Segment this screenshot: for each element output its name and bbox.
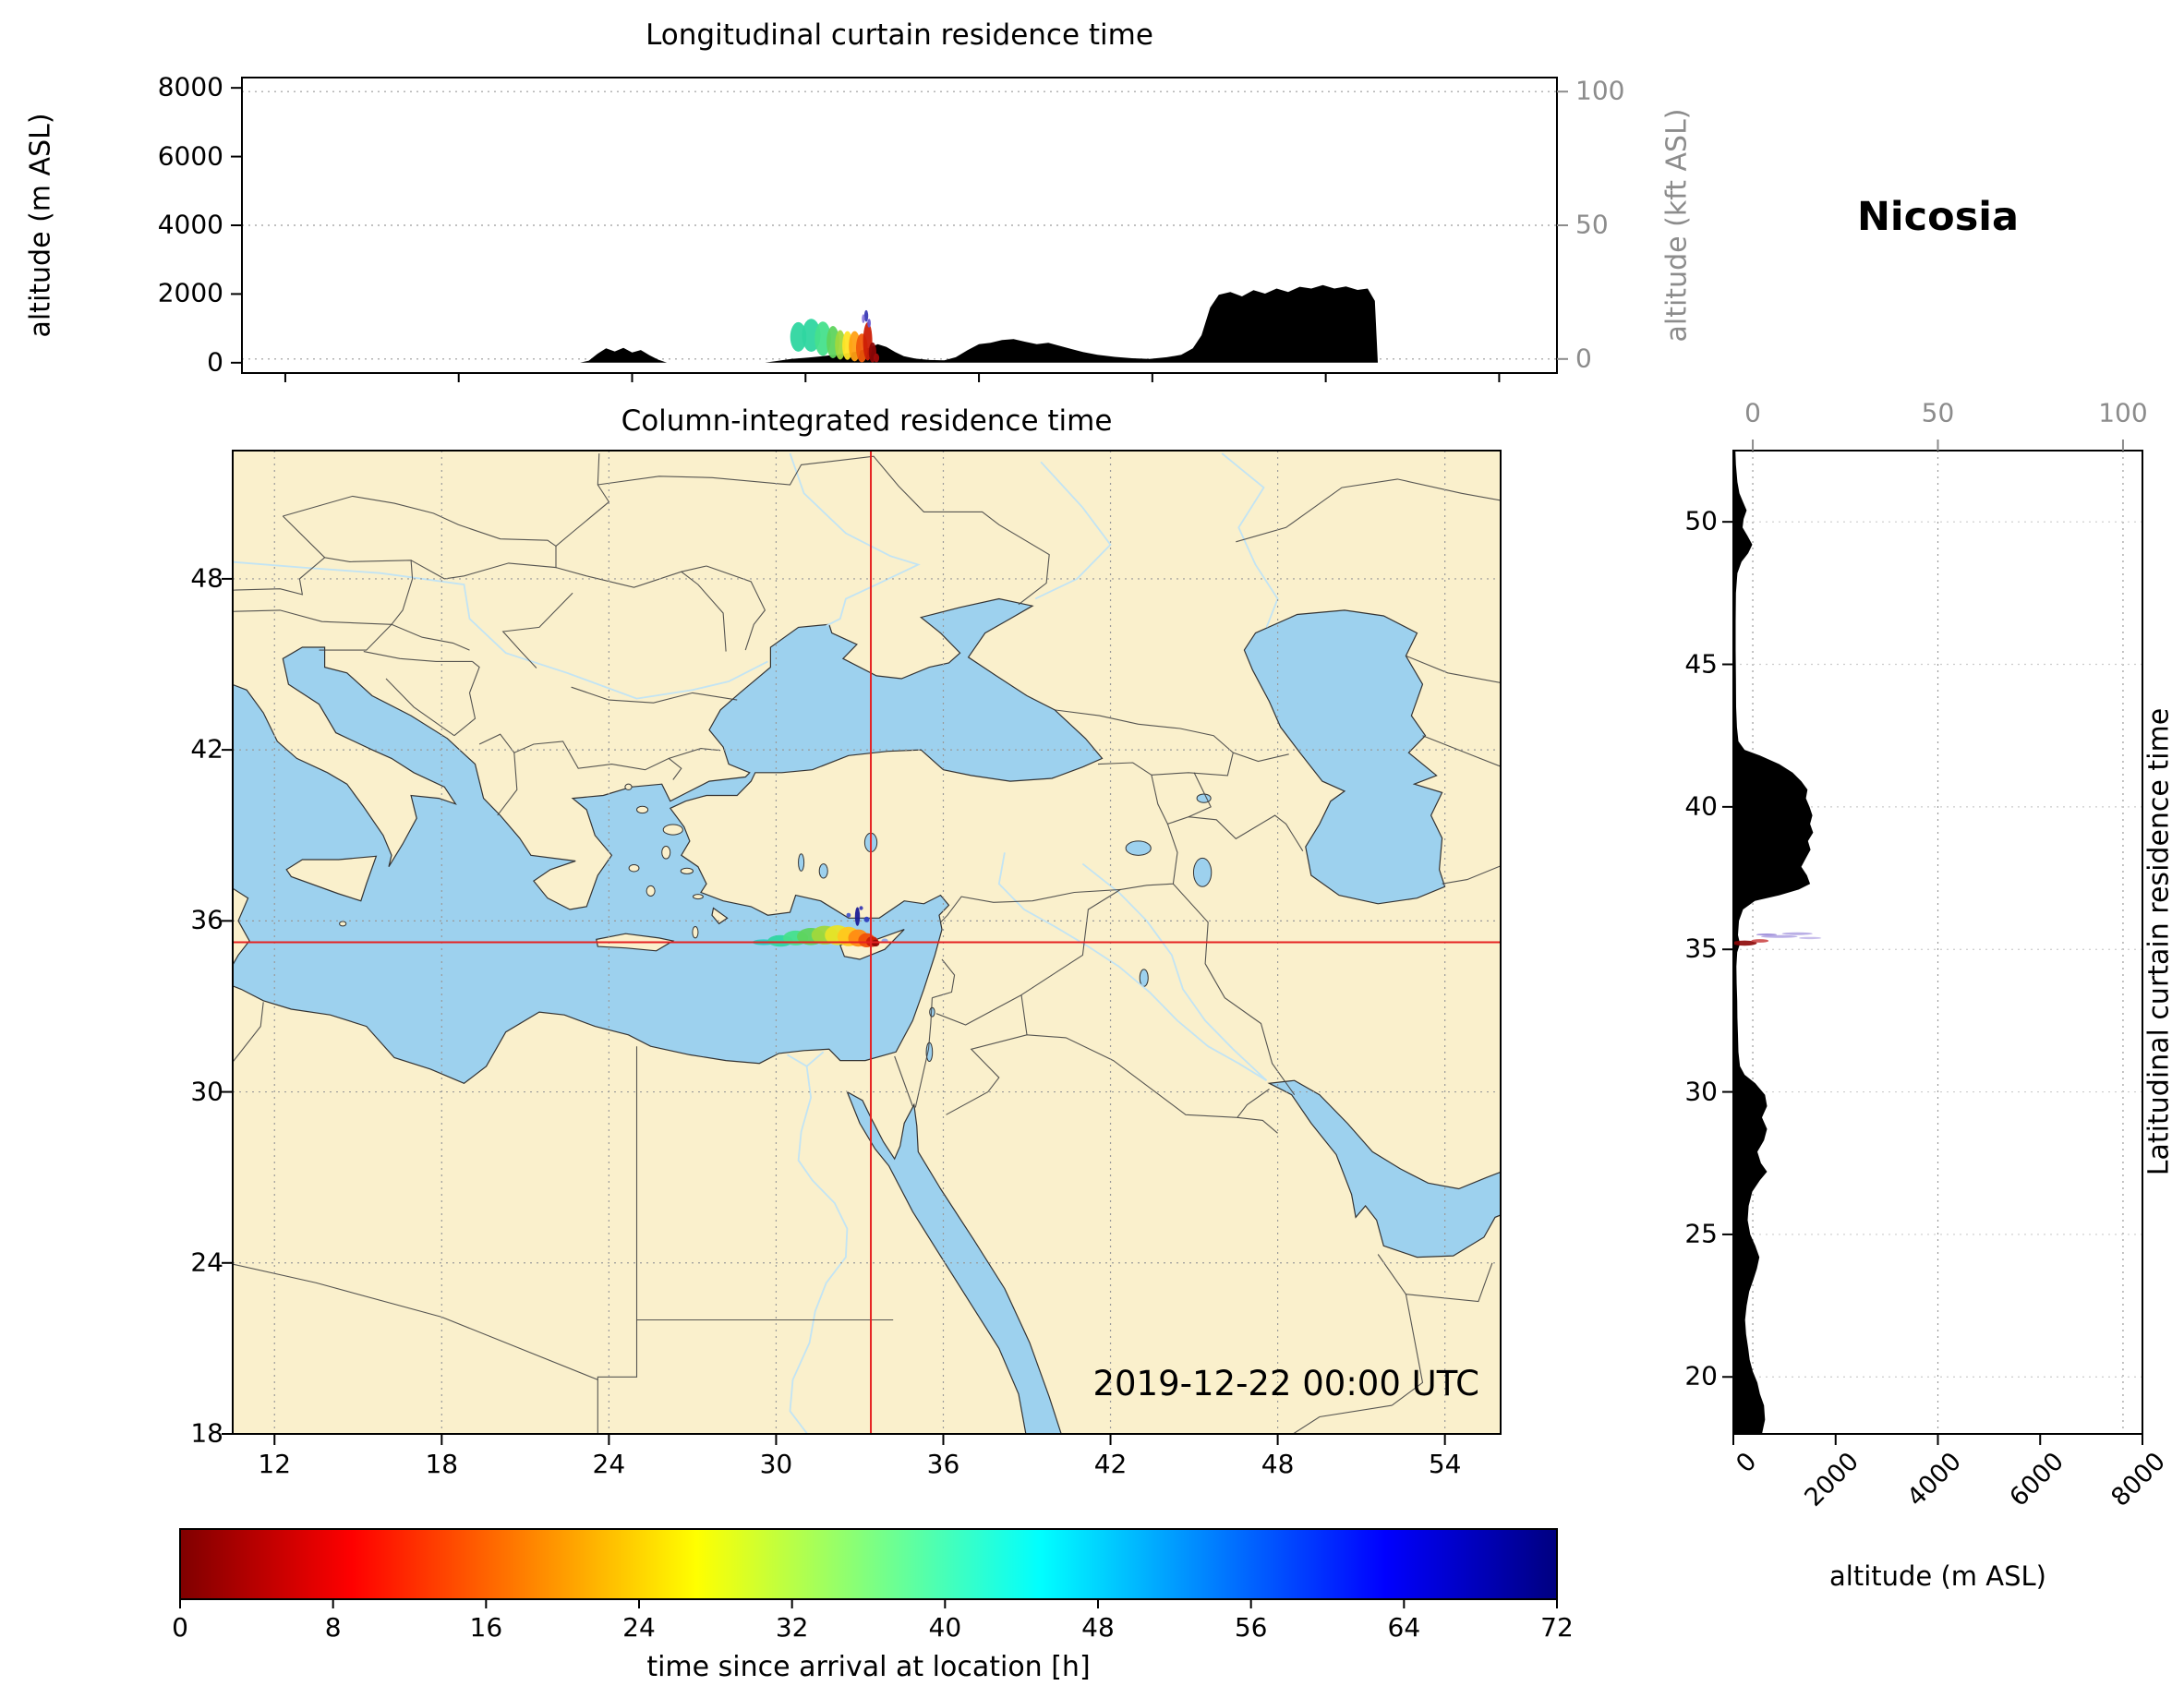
tick-label: 6000	[157, 140, 223, 172]
tick-label: 2000	[157, 278, 223, 309]
tick-label: 30	[190, 1076, 223, 1107]
tick-label: 54	[1428, 1449, 1462, 1479]
tick-label: 100	[2098, 397, 2148, 428]
longitudinal-curtain-title: Longitudinal curtain residence time	[646, 18, 1153, 52]
colorbar-label: time since arrival at location [h]	[646, 1651, 1091, 1683]
map-title: Column-integrated residence time	[621, 404, 1113, 438]
tick-label: 48	[1261, 1449, 1295, 1479]
tick-label: 36	[190, 904, 223, 935]
tick-label: 0	[172, 1612, 188, 1643]
tick-label: 72	[1540, 1612, 1574, 1643]
tick-label: 50	[1684, 505, 1718, 536]
tick-label: 30	[759, 1449, 793, 1479]
tick-label: 24	[592, 1449, 626, 1479]
tick-label: 42	[1093, 1449, 1128, 1479]
timestamp-annotation: 2019-12-22 00:00 UTC	[1092, 1364, 1479, 1403]
tick-label: 16	[469, 1612, 503, 1643]
tick-label: 45	[1684, 648, 1718, 680]
tick-label: 48	[190, 562, 223, 594]
tick-label: 0	[1744, 397, 1761, 428]
tick-label: 24	[190, 1246, 223, 1278]
tick-label: 30	[1684, 1076, 1718, 1107]
tick-label: 8000	[157, 71, 223, 102]
tick-label: 50	[1921, 397, 1955, 428]
tick-label: 0	[1575, 343, 1592, 374]
tick-label: 35	[1684, 933, 1718, 964]
latitudinal-curtain-title: Latitudinal curtain residence time	[2142, 707, 2176, 1176]
tick-label: 12	[258, 1449, 292, 1479]
tick-label: 32	[775, 1612, 809, 1643]
tick-label: 24	[622, 1612, 656, 1643]
tick-label: 20	[1684, 1360, 1718, 1391]
tick-label: 56	[1234, 1612, 1268, 1643]
tick-label: 50	[1575, 209, 1609, 240]
latitudinal-altitude-axis-label: altitude (m ASL)	[1829, 1560, 2046, 1592]
tick-label: 100	[1575, 75, 1625, 106]
tick-label: 8	[324, 1612, 342, 1643]
station-name: Nicosia	[1856, 194, 2020, 240]
tick-label: 48	[1081, 1612, 1115, 1643]
tick-label: 42	[190, 733, 223, 765]
altitude-kft-axis-label: altitude (kft ASL)	[1660, 108, 1694, 343]
tick-label: 40	[1684, 790, 1718, 822]
tick-label: 18	[425, 1449, 459, 1479]
tick-label: 0	[207, 346, 223, 378]
altitude-m-axis-label: altitude (m ASL)	[24, 113, 57, 338]
tick-label: 4000	[157, 209, 223, 240]
tick-label: 64	[1387, 1612, 1421, 1643]
tick-label: 40	[928, 1612, 962, 1643]
tick-label: 36	[926, 1449, 960, 1479]
tick-label: 18	[190, 1417, 223, 1449]
tick-label: 25	[1684, 1218, 1718, 1249]
